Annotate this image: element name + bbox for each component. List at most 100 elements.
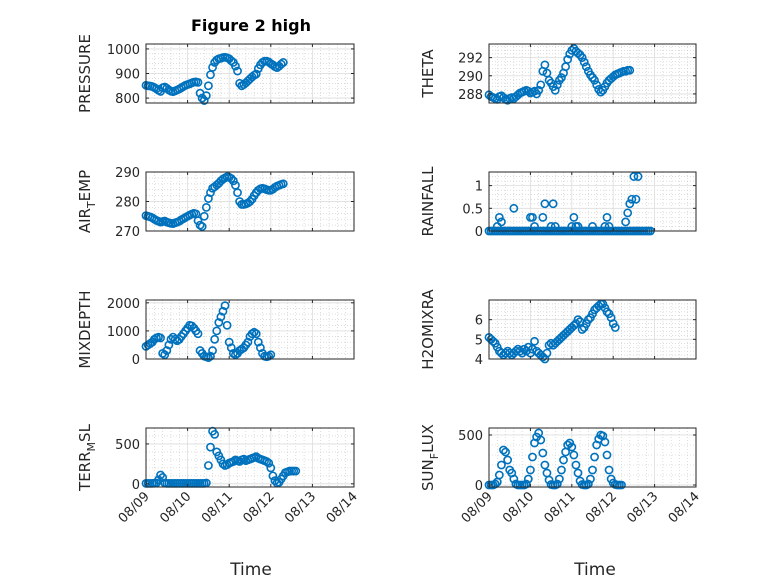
- y-tick-label: 900: [115, 68, 140, 83]
- data-point: [501, 447, 510, 457]
- data-point: [530, 222, 539, 231]
- y-tick-label: 292: [458, 52, 483, 67]
- data-point: [523, 86, 533, 96]
- data-point: [206, 188, 215, 198]
- axes-box: [488, 43, 697, 104]
- y-tick-label: 0: [132, 478, 140, 493]
- subplot-2: 270 280 290 AIRTEMP: [76, 166, 355, 240]
- data-point: [203, 81, 213, 91]
- y-tick-label: 800: [115, 92, 140, 107]
- data-point: [214, 318, 224, 327]
- y-axis-label: MIXDEPTH: [76, 290, 94, 368]
- data-point: [528, 344, 537, 354]
- data-point: [538, 448, 548, 458]
- data-point: [552, 80, 562, 90]
- data-point: [228, 176, 238, 186]
- data-point: [563, 55, 573, 64]
- data-point: [604, 465, 614, 475]
- figure-title: Figure 2 high: [191, 16, 311, 35]
- data-point: [554, 474, 564, 484]
- data-point: [577, 325, 587, 334]
- data-point: [278, 179, 288, 189]
- data-point: [528, 212, 537, 222]
- x-axis-label-left: Time: [229, 560, 272, 580]
- data-point: [600, 222, 610, 231]
- subplot-7: 0 500 08/09 08/10 08/11 08/12 08/13 08/14 SUNFLU…: [419, 424, 703, 526]
- data-point: [497, 217, 506, 227]
- data-point: [623, 208, 633, 218]
- data-point: [497, 460, 506, 470]
- data-point: [573, 222, 583, 231]
- data-point: [600, 437, 610, 447]
- data-point: [218, 459, 228, 469]
- x-tick-label: 08/13: [624, 489, 661, 526]
- data-point: [563, 440, 573, 450]
- data-point: [583, 479, 593, 489]
- y-tick-label: 0: [475, 225, 483, 240]
- data-point: [210, 429, 220, 439]
- data-point: [571, 460, 581, 470]
- data-point: [245, 197, 255, 206]
- y-tick-label: 1: [475, 180, 483, 195]
- data-point: [210, 334, 220, 344]
- data-point: [557, 465, 566, 475]
- axes-box: [145, 299, 355, 360]
- data-point: [621, 217, 631, 227]
- x-tick-label: 08/12: [241, 489, 278, 526]
- data-point: [239, 454, 249, 464]
- data-point: [602, 450, 612, 460]
- plot-area: [489, 428, 696, 487]
- axes-box: [488, 171, 697, 232]
- data-point: [203, 461, 213, 470]
- data-point: [625, 65, 635, 75]
- y-tick-label: 270: [115, 225, 140, 240]
- data-point: [559, 455, 568, 465]
- x-axis-label-right: Time: [573, 560, 616, 580]
- data-point: [633, 172, 643, 181]
- data-point: [193, 216, 203, 226]
- data-point: [488, 336, 498, 346]
- x-tick-label: 08/14: [666, 489, 703, 526]
- data-point: [602, 212, 612, 222]
- data-point: [206, 442, 215, 452]
- data-point: [550, 85, 560, 95]
- data-point: [264, 458, 274, 468]
- data-point: [530, 336, 539, 346]
- x-tick-label: 08/09: [459, 489, 496, 526]
- data-point: [158, 473, 168, 482]
- y-tick-label: 288: [458, 88, 483, 103]
- data-point: [538, 212, 548, 222]
- data-point: [251, 69, 261, 79]
- data-point: [193, 77, 203, 87]
- y-axis-label: PRESSURE: [76, 34, 94, 113]
- data-point: [546, 222, 556, 231]
- axes-box: [488, 299, 697, 360]
- data-point: [627, 194, 637, 204]
- data-point: [268, 471, 278, 481]
- data-point: [212, 326, 222, 336]
- data-point: [521, 479, 531, 489]
- data-point: [218, 306, 228, 316]
- data-point: [228, 457, 238, 466]
- axes-box: [488, 427, 697, 488]
- data-point: [586, 474, 595, 484]
- data-point: [617, 480, 626, 490]
- data-point: [552, 479, 562, 489]
- data-point: [162, 346, 172, 355]
- data-point: [631, 194, 641, 204]
- data-point: [193, 329, 203, 339]
- data-point: [224, 337, 234, 347]
- data-point: [581, 62, 591, 72]
- data-point: [206, 351, 215, 361]
- data-point: [499, 445, 508, 455]
- data-point: [222, 320, 232, 330]
- plot-area: [489, 172, 696, 231]
- data-point: [540, 460, 550, 470]
- data-point: [536, 435, 546, 445]
- data-point: [573, 468, 583, 478]
- data-point: [255, 343, 265, 353]
- data-point: [199, 96, 209, 105]
- data-point: [509, 203, 519, 213]
